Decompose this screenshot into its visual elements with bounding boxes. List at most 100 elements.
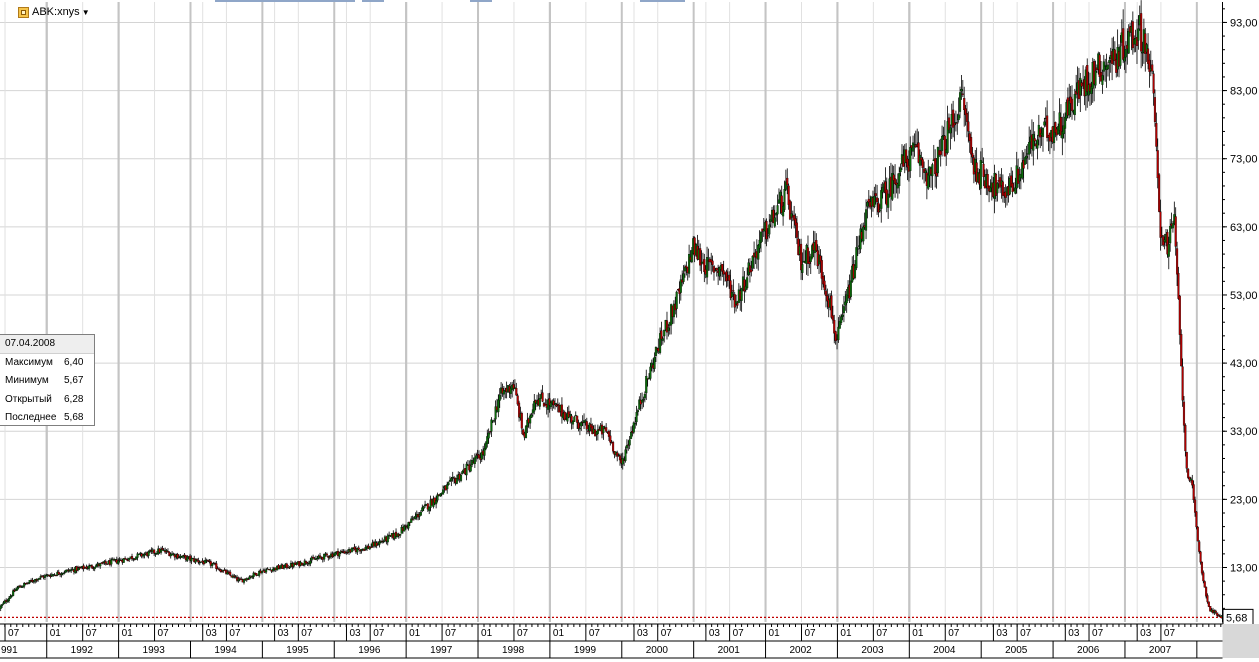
tab-strip: [0, 0, 1259, 2]
info-value: 5,67: [64, 375, 84, 386]
candle-body: [377, 544, 380, 546]
candle-body: [509, 388, 512, 394]
candle-body: [300, 562, 304, 566]
candle-body: [659, 333, 662, 353]
candle-body: [10, 595, 13, 597]
month-label: 07: [661, 628, 673, 639]
candle-body: [967, 121, 970, 132]
candle-body: [219, 569, 222, 572]
candle-body: [634, 423, 637, 425]
candle-body: [446, 484, 449, 490]
candle-body: [880, 190, 883, 209]
candle-body: [946, 121, 949, 153]
candle-body: [616, 452, 619, 457]
candle-body: [334, 552, 337, 556]
candle-body: [621, 458, 624, 465]
candle-body: [887, 193, 890, 208]
month-label: 07: [1020, 628, 1032, 639]
candle-body: [577, 422, 580, 429]
candle-body: [338, 552, 341, 557]
candle-body: [54, 575, 58, 577]
candle-body: [585, 421, 588, 430]
candle-body: [759, 231, 763, 243]
candle-body: [378, 541, 381, 545]
candle-body: [1159, 211, 1162, 238]
candle-body: [242, 578, 246, 583]
month-label: 07: [301, 628, 313, 639]
candle-body: [982, 163, 985, 177]
candle-body: [927, 174, 930, 189]
candle-body: [428, 506, 431, 511]
candle-body: [1046, 115, 1049, 138]
candle-body: [856, 248, 859, 250]
candle-body: [776, 205, 779, 215]
candle-body: [128, 557, 131, 560]
candle-body: [23, 583, 26, 587]
candle-body: [618, 455, 622, 461]
candle-body: [422, 506, 425, 509]
candle-body: [830, 295, 833, 318]
candle-body: [823, 280, 826, 291]
candle-body: [819, 255, 822, 262]
candle-body: [435, 500, 438, 505]
candle-body: [766, 235, 769, 237]
candle-body: [881, 187, 884, 193]
month-label: 01: [50, 628, 62, 639]
candle-body: [826, 295, 829, 302]
candle-body: [643, 394, 646, 399]
candle-body: [609, 435, 612, 443]
candle-body: [218, 568, 221, 570]
month-label: 07: [1164, 628, 1176, 639]
candle-body: [690, 250, 693, 263]
candle-body: [130, 556, 134, 560]
candle-body: [1090, 86, 1093, 94]
y-tick-label: 83,00: [1230, 86, 1258, 98]
candle-body: [841, 314, 844, 317]
y-tick-label: 23,00: [1230, 494, 1258, 506]
year-label: 1997: [430, 645, 453, 656]
symbol-selector[interactable]: ABK:xnys ▼: [18, 4, 90, 20]
candle-body: [844, 301, 847, 306]
candle-body: [360, 549, 363, 551]
ohlc-info-box: 07.04.2008 Максимум 6,40 Минимум 5,67 От…: [0, 334, 95, 426]
candle-body: [1206, 595, 1209, 603]
month-label: 01: [769, 628, 781, 639]
candle-body: [1094, 70, 1097, 86]
candle-body: [638, 399, 641, 410]
candle-body: [773, 217, 776, 227]
candle-body: [970, 137, 973, 155]
candle-body: [368, 546, 371, 550]
candle-body: [484, 442, 487, 449]
month-label: 03: [206, 628, 218, 639]
candle-body: [79, 567, 82, 569]
y-tick-label: 53,00: [1230, 290, 1258, 302]
candle-body: [682, 273, 685, 282]
candle-body: [936, 146, 939, 174]
candle-body: [497, 399, 500, 413]
candle-body: [996, 183, 999, 194]
candle-body: [892, 174, 895, 181]
info-label: Последнее: [5, 412, 57, 423]
candle-body: [712, 266, 716, 273]
candle-body: [386, 535, 389, 543]
year-label: 1993: [143, 645, 166, 656]
candle-body: [837, 326, 840, 341]
candle-body: [1061, 131, 1064, 139]
candle-body: [931, 164, 934, 177]
candle-body: [960, 89, 963, 92]
candle-body: [1196, 526, 1199, 542]
candle-body: [1203, 581, 1206, 588]
candle-body: [1127, 31, 1130, 54]
candle-body: [732, 290, 735, 292]
candle-body: [811, 245, 814, 259]
candle-body: [237, 578, 240, 581]
candle-body: [722, 270, 725, 275]
candle-body: [574, 415, 577, 417]
candle-body: [794, 218, 797, 226]
candle-body: [1080, 82, 1083, 87]
candle-body: [1011, 183, 1014, 193]
candle-body: [1131, 21, 1134, 49]
triangle-down-icon[interactable]: ▼: [81, 7, 90, 17]
